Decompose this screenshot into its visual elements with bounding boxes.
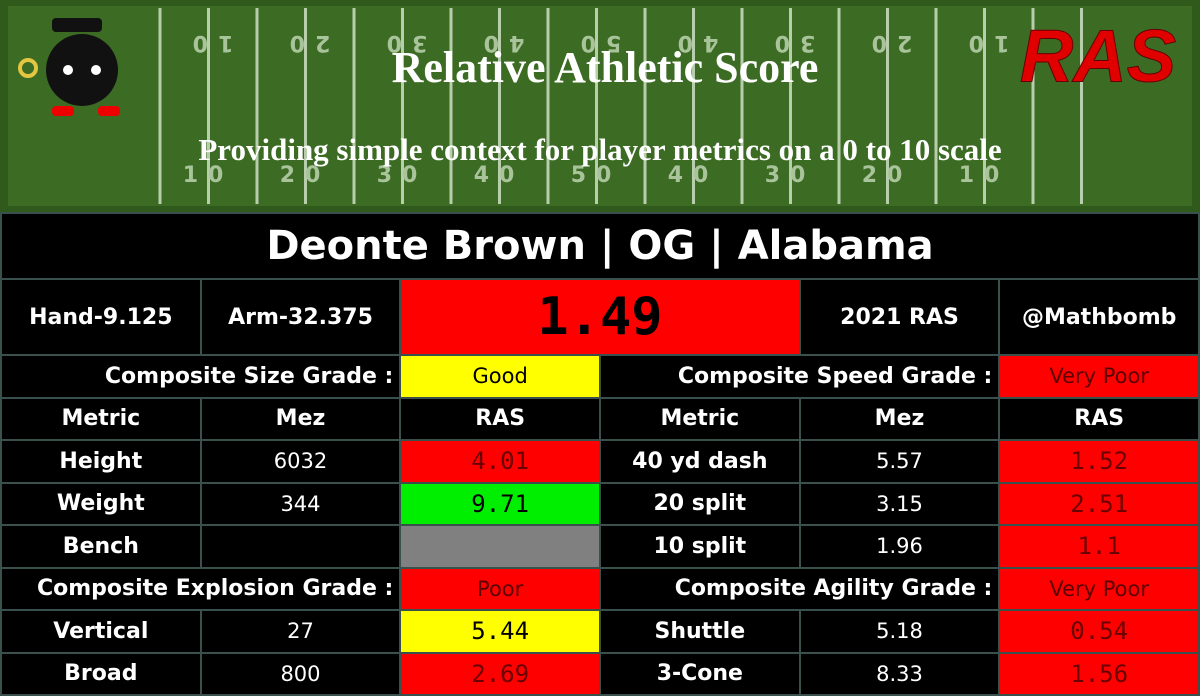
grade-value: Very Poor	[1000, 568, 1198, 609]
grade-value: Poor	[401, 568, 599, 609]
yard-number: 30	[377, 30, 428, 55]
yard-number: 30	[765, 30, 816, 55]
field-turf	[8, 6, 1192, 206]
yard-numbers-bottom: 10 20 30 40 50 40 30 20 10	[183, 163, 1010, 188]
hand: Hand-9.125	[2, 280, 200, 354]
grade-label: Composite Speed Grade :	[601, 356, 999, 397]
metric-name: Weight	[2, 483, 200, 524]
banner-subtitle: Providing simple context for player metr…	[198, 132, 1001, 167]
mez-value: 344	[201, 483, 400, 524]
yard-number: 20	[280, 30, 331, 55]
arm: Arm-32.375	[201, 280, 400, 354]
mez-value: 800	[201, 653, 400, 694]
year: 2021 RAS	[800, 280, 999, 354]
metric-name: Vertical	[2, 611, 200, 652]
grade-label: Composite Size Grade :	[2, 356, 400, 397]
column-header: Mez	[201, 398, 400, 439]
ras-value: 9.71	[401, 483, 599, 524]
grade-label: Composite Agility Grade :	[601, 568, 999, 609]
metric-name: 20 split	[601, 483, 799, 524]
bomb-foot	[98, 106, 120, 116]
yard-number: 40	[668, 30, 719, 55]
grade-label: Composite Explosion Grade :	[2, 568, 400, 609]
ras-table: Deonte Brown | OG | Alabama Hand-9.125 Arm…	[0, 212, 1200, 696]
yard-number: 20	[862, 163, 913, 188]
yard-number: 20	[862, 30, 913, 55]
mez-value: 27	[201, 611, 400, 652]
column-header: Metric	[601, 398, 799, 439]
bomb-body	[46, 34, 118, 106]
column-header: Metric	[2, 398, 200, 439]
column-header: Mez	[800, 398, 999, 439]
mez-value: 3.15	[800, 483, 999, 524]
column-header: RAS	[1000, 398, 1198, 439]
yard-number: 40	[474, 30, 525, 55]
ras-logo: RAS	[1020, 15, 1176, 98]
bomb-foot	[52, 106, 74, 116]
ras-value: 5.44	[401, 611, 599, 652]
metric-name: Shuttle	[601, 611, 799, 652]
yard-number: 20	[280, 163, 331, 188]
mez-value: 6032	[201, 441, 400, 482]
bomb-eye	[63, 65, 73, 75]
yard-numbers-top: 10 20 30 40 50 40 30 20 10	[183, 30, 1010, 55]
yard-number: 10	[183, 163, 234, 188]
handle: @Mathbomb	[1000, 280, 1198, 354]
player-title: Deonte Brown | OG | Alabama	[2, 214, 1198, 278]
metric-name: Height	[2, 441, 200, 482]
column-header: RAS	[401, 398, 599, 439]
yard-number: 50	[571, 30, 622, 55]
yard-lines	[158, 8, 1083, 204]
yard-number: 40	[668, 163, 719, 188]
yard-number: 50	[571, 163, 622, 188]
bomb-eye	[91, 65, 101, 75]
mez-value: 1.96	[800, 526, 999, 567]
bomb-key	[18, 58, 38, 78]
yard-number: 40	[474, 163, 525, 188]
ras-value: 1.1	[1000, 526, 1198, 567]
grade-value: Very Poor	[1000, 356, 1198, 397]
ras-value: 0.54	[1000, 611, 1198, 652]
metric-name: 10 split	[601, 526, 799, 567]
mez-value: 5.18	[800, 611, 999, 652]
ras-value: 1.56	[1000, 653, 1198, 694]
mez-value: 8.33	[800, 653, 999, 694]
yard-number: 30	[377, 163, 428, 188]
banner: 10 20 30 40 50 40 30 20 10 10 20 30 40 50 40 30 20 10 Re…	[0, 0, 1200, 212]
ras-value: 2.51	[1000, 483, 1198, 524]
yard-number: 10	[959, 163, 1010, 188]
metric-name: Broad	[2, 653, 200, 694]
yard-number: 10	[183, 30, 234, 55]
metric-name: Bench	[2, 526, 200, 567]
ras-value: 2.69	[401, 653, 599, 694]
ras-score: 1.49	[401, 280, 799, 354]
ras-value: 1.52	[1000, 441, 1198, 482]
yard-number: 30	[765, 163, 816, 188]
metric-name: 40 yd dash	[601, 441, 799, 482]
ras-value	[401, 526, 599, 567]
bomb-hat	[52, 18, 102, 32]
bomb-logo	[18, 18, 120, 116]
ras-value: 4.01	[401, 441, 599, 482]
mez-value	[201, 526, 400, 567]
mez-value: 5.57	[800, 441, 999, 482]
metric-name: 3-Cone	[601, 653, 799, 694]
banner-title: Relative Athletic Score	[392, 43, 819, 92]
grade-value: Good	[401, 356, 599, 397]
yard-number: 10	[959, 30, 1010, 55]
